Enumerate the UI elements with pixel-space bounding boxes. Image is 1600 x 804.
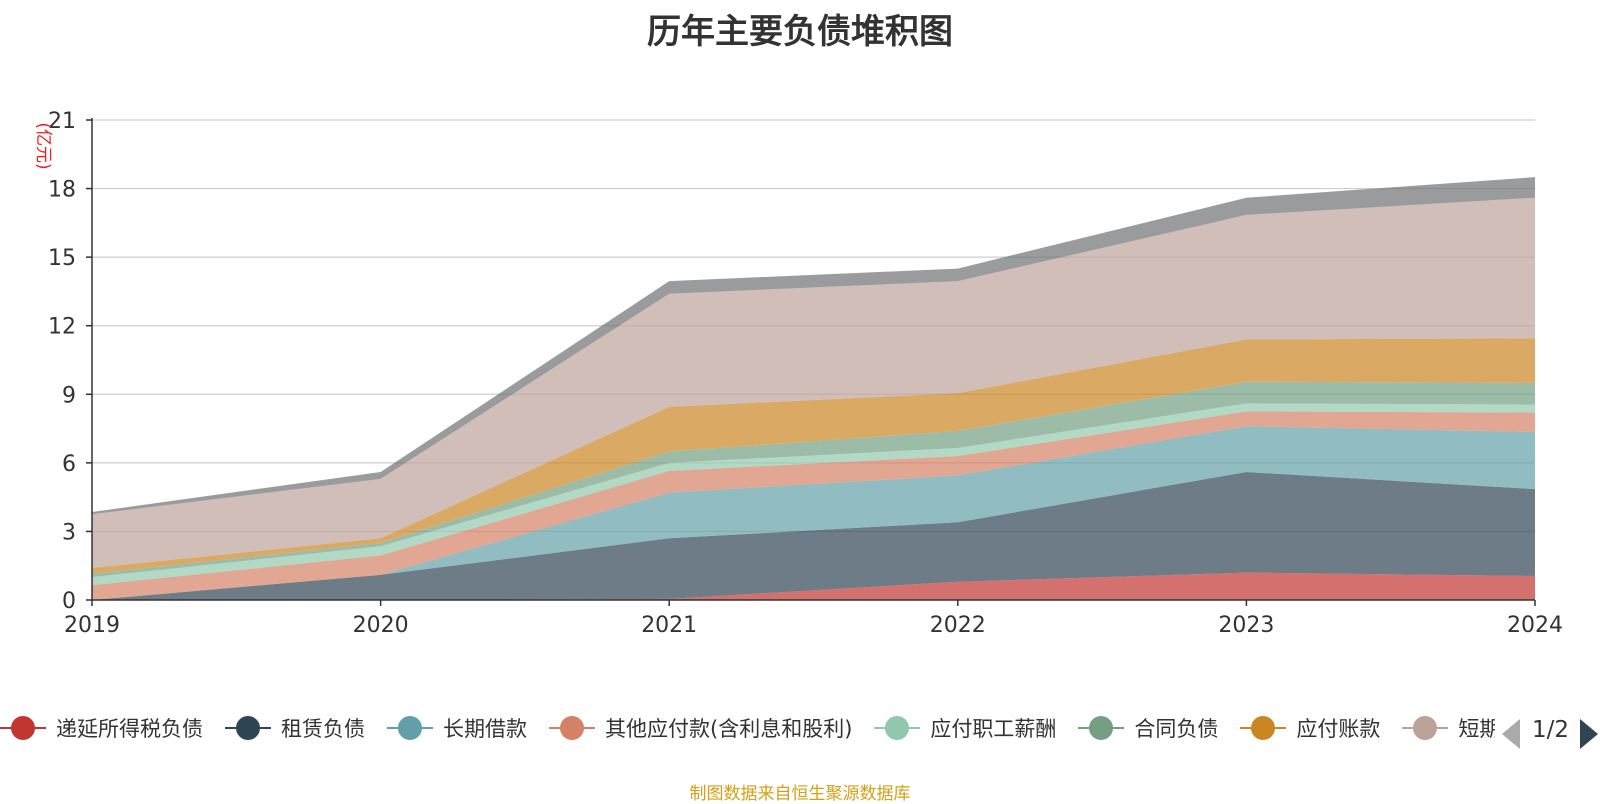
legend-marker-icon [874, 716, 921, 740]
legend-label: 合同负债 [1134, 717, 1219, 741]
legend-item[interactable]: 短期借款 [1402, 713, 1495, 743]
legend-label: 应付职工薪酬 [930, 717, 1057, 741]
legend-marker-icon [0, 716, 46, 740]
legend-item[interactable]: 递延所得税负债 [0, 713, 203, 743]
x-tick-label: 2021 [641, 613, 697, 638]
x-tick-label: 2019 [64, 613, 120, 638]
legend-marker-icon [549, 716, 595, 740]
legend-label: 递延所得税负债 [56, 717, 203, 741]
legend-item[interactable]: 应付职工薪酬 [874, 713, 1056, 743]
page-indicator: 1/2 [1532, 717, 1570, 743]
legend-label: 租赁负债 [281, 717, 365, 741]
x-tick-label: 2022 [930, 613, 986, 638]
y-tick-label: 12 [48, 315, 76, 340]
y-tick-label: 21 [48, 109, 76, 134]
source-note: 制图数据来自恒生聚源数据库 [689, 784, 911, 804]
area-series-2 [92, 472, 1535, 600]
chart-title: 历年主要负债堆积图 [647, 12, 953, 52]
area-series-4 [92, 411, 1535, 600]
area-series-6 [92, 381, 1535, 578]
x-tick-label: 2020 [353, 613, 409, 638]
legend-marker-icon [1240, 716, 1287, 740]
area-series-5 [92, 403, 1535, 586]
area-series-8 [92, 197, 1535, 568]
legend-marker-icon [1078, 716, 1125, 740]
x-tick-label: 2024 [1507, 613, 1563, 638]
next-page-icon[interactable] [1580, 719, 1598, 749]
legend: 递延所得税负债 租赁负债 长期借款 其他应付款(含利息和股利) 应付职工薪酬 合同负债 应付… [0, 713, 1495, 753]
y-axis-label: (亿元) [33, 122, 53, 169]
legend-marker-icon [1402, 716, 1449, 740]
y-tick-label: 15 [48, 246, 76, 271]
prev-page-icon[interactable] [1502, 719, 1520, 749]
legend-item[interactable]: 长期借款 [387, 713, 527, 743]
y-tick-label: 9 [62, 383, 76, 408]
area-series-1 [92, 572, 1535, 600]
legend-pager: 1/2 [1500, 717, 1600, 751]
legend-item[interactable]: 应付账款 [1240, 713, 1380, 743]
legend-marker-icon [387, 716, 433, 740]
legend-label: 其他应付款(含利息和股利) [605, 717, 853, 741]
y-tick-label: 6 [62, 452, 76, 477]
legend-label: 长期借款 [443, 717, 527, 741]
area-series-3 [92, 426, 1535, 600]
y-tick-label: 18 [48, 178, 76, 203]
y-tick-label: 3 [62, 520, 76, 545]
legend-marker-icon [225, 716, 271, 740]
legend-label: 短期借款 [1458, 717, 1495, 741]
legend-label: 应付账款 [1296, 717, 1381, 741]
legend-item[interactable]: 合同负债 [1078, 713, 1218, 743]
legend-item[interactable]: 租赁负债 [225, 713, 365, 743]
y-tick-label: 0 [62, 589, 76, 614]
area-series-9 [92, 177, 1535, 515]
area-series-7 [92, 338, 1535, 574]
x-tick-label: 2023 [1218, 613, 1274, 638]
legend-item[interactable]: 其他应付款(含利息和股利) [549, 713, 852, 743]
